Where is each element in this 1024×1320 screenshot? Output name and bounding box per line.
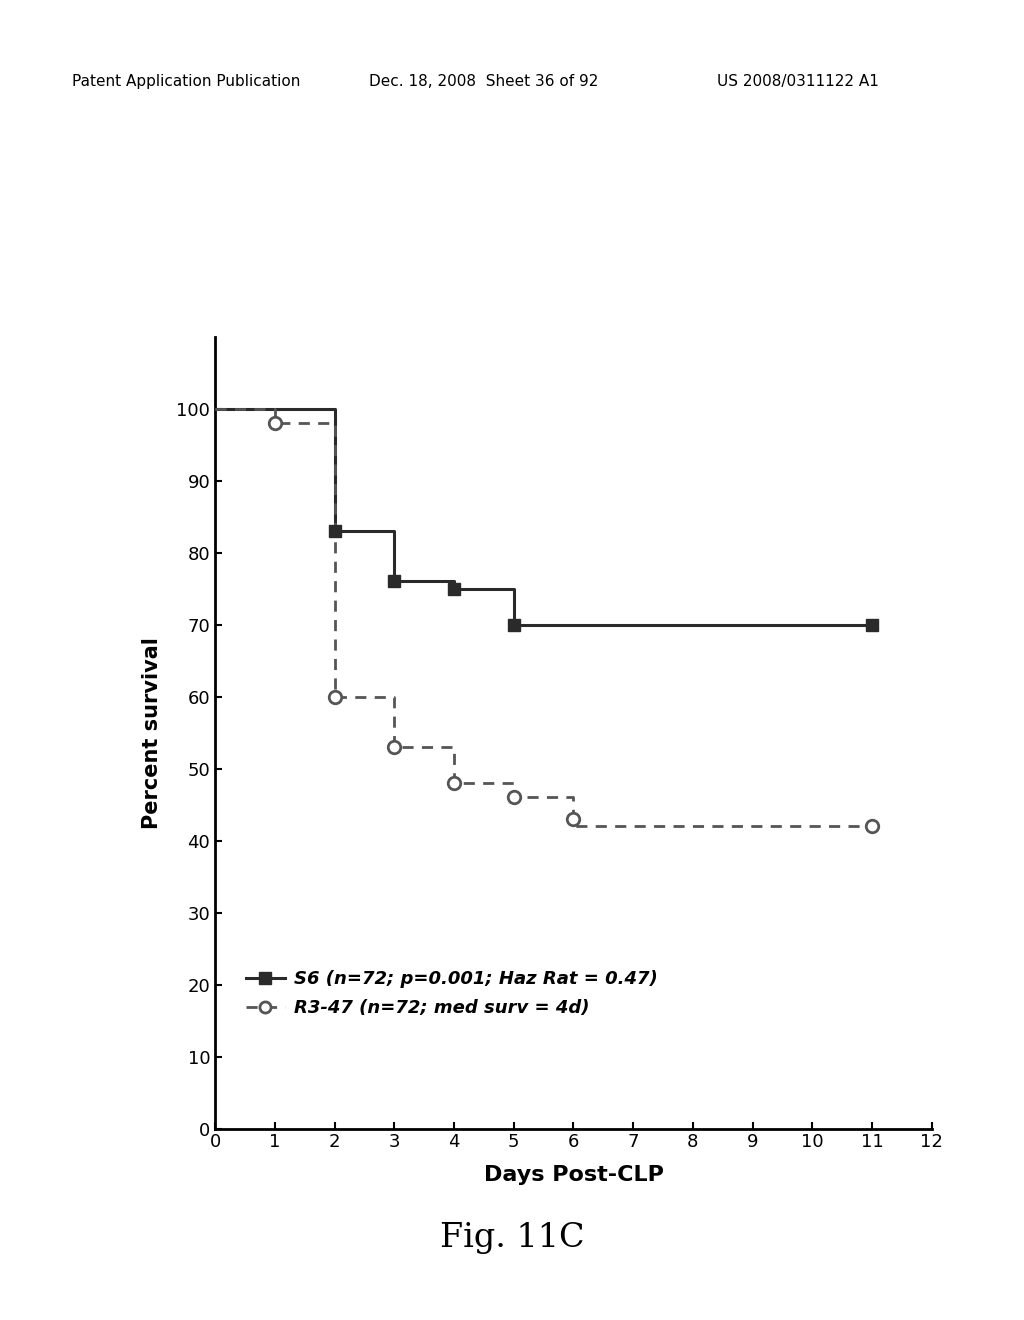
Text: US 2008/0311122 A1: US 2008/0311122 A1 — [717, 74, 879, 90]
Y-axis label: Percent survival: Percent survival — [142, 636, 163, 829]
Legend: S6 (n=72; p=0.001; Haz Rat = 0.47), R3-47 (n=72; med surv = 4d): S6 (n=72; p=0.001; Haz Rat = 0.47), R3-4… — [239, 964, 666, 1024]
Text: Dec. 18, 2008  Sheet 36 of 92: Dec. 18, 2008 Sheet 36 of 92 — [369, 74, 598, 90]
Text: Patent Application Publication: Patent Application Publication — [72, 74, 300, 90]
Text: Fig. 11C: Fig. 11C — [439, 1222, 585, 1254]
X-axis label: Days Post-CLP: Days Post-CLP — [483, 1166, 664, 1185]
